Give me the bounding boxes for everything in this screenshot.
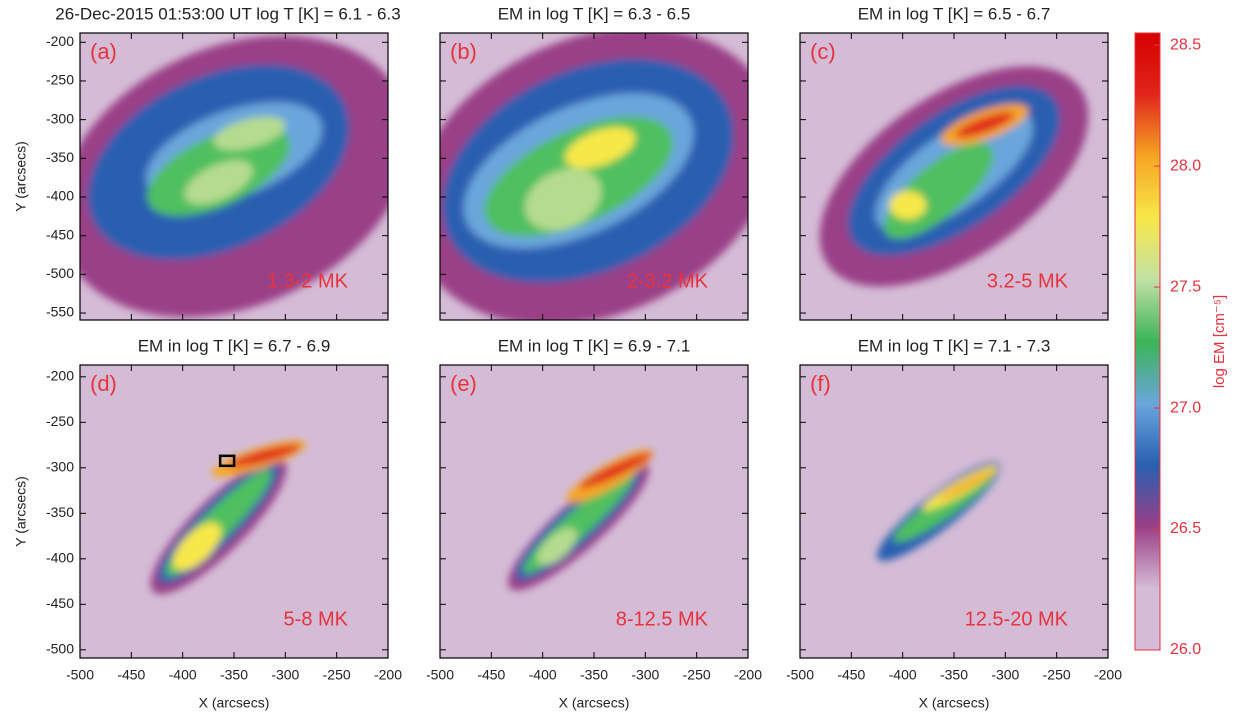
emission-region <box>579 452 652 489</box>
annotation: 12.5-20 MK <box>965 608 1069 630</box>
colorbar-tick-label: 28.5 <box>1170 36 1201 53</box>
y-tick-label: -250 <box>46 72 74 88</box>
x-tick-label: -450 <box>837 667 865 683</box>
emission-region <box>537 528 577 566</box>
y-tick-label: -400 <box>46 550 74 566</box>
emission <box>819 66 1089 287</box>
em-image <box>80 33 388 320</box>
em-map: EM in log T [K] = 6.3 - 6.5 (b) 2-3.2 MK <box>439 4 749 321</box>
panel-label: (e) <box>450 371 477 396</box>
em-image <box>800 33 1108 320</box>
y-tick-label: -350 <box>46 149 74 165</box>
y-tick-label: -450 <box>46 226 74 242</box>
emission-region <box>889 190 927 220</box>
x-tick-label: -400 <box>169 667 197 683</box>
panel-title: 26-Dec-2015 01:53:00 UT log T [K] = 6.1 … <box>55 4 400 23</box>
y-tick-label: -500 <box>46 265 74 281</box>
x-axis-label: X (arcsecs) <box>919 695 990 711</box>
emission <box>440 33 748 320</box>
emission <box>80 35 388 318</box>
x-tick-label: -500 <box>426 667 454 683</box>
annotation: 3.2-5 MK <box>987 270 1069 292</box>
x-tick-label: -250 <box>323 667 351 683</box>
emission-region <box>172 522 222 571</box>
x-tick-label: -450 <box>477 667 505 683</box>
x-tick-label: -300 <box>271 667 299 683</box>
em-map: -500 -450 -400 -350 -300 -250 -200 EM in log T … <box>786 336 1122 710</box>
emission <box>508 449 653 591</box>
colorbar-fill <box>1134 32 1161 651</box>
y-tick-label: -200 <box>46 33 74 49</box>
panel-label: (a) <box>90 39 117 64</box>
y-tick-label: -250 <box>46 413 74 429</box>
colorbar-tick-label: 26.0 <box>1170 641 1201 658</box>
emission-region <box>213 116 286 151</box>
x-tick-label: -450 <box>117 667 145 683</box>
colorbar-tick-label: 28.0 <box>1170 157 1201 174</box>
em-map: -550 -500 -450 -400 -350 -300 -250 -200 26-Dec-2… <box>13 4 401 321</box>
x-tick-label: -200 <box>374 667 402 683</box>
y-tick-label: -200 <box>46 368 74 384</box>
em-image <box>80 365 388 658</box>
y-axis-label: Y (arcsecs) <box>13 141 29 212</box>
panel-title: EM in log T [K] = 6.5 - 6.7 <box>858 4 1051 23</box>
panel-label: (b) <box>450 39 477 64</box>
em-map: EM in log T [K] = 6.5 - 6.7 (c) 3.2-5 MK <box>799 4 1109 321</box>
y-tick-label: -350 <box>46 504 74 520</box>
em-image <box>800 365 1108 658</box>
colorbar-tick-label: 27.5 <box>1170 278 1201 295</box>
x-tick-label: -200 <box>1094 667 1122 683</box>
x-tick-label: -350 <box>220 667 248 683</box>
emission <box>150 440 306 595</box>
x-tick-label: -300 <box>631 667 659 683</box>
colorbar: 26.0 26.5 27.0 27.5 28.0 28.5 log EM [cm⁻⁵] <box>1134 32 1228 658</box>
x-tick-label: -400 <box>889 667 917 683</box>
y-tick-label: -400 <box>46 188 74 204</box>
x-tick-label: -500 <box>786 667 814 683</box>
x-tick-label: -200 <box>734 667 762 683</box>
colorbar-tick-label: 26.5 <box>1170 520 1201 537</box>
emission-region <box>229 444 301 467</box>
em-map: -500 -450 -400 -350 -300 -250 -200 -500 -450 -400… <box>13 336 403 710</box>
panel-title: EM in log T [K] = 6.9 - 7.1 <box>498 336 691 355</box>
panel-label: (f) <box>810 371 831 396</box>
emission-region <box>184 160 253 205</box>
y-tick-label: -550 <box>46 304 74 320</box>
em-map: -500 -450 -400 -350 -300 -250 -200 EM in log T … <box>426 336 762 710</box>
emission-region <box>939 470 994 500</box>
x-tick-label: -400 <box>529 667 557 683</box>
y-tick-label: -300 <box>46 459 74 475</box>
x-tick-label: -250 <box>683 667 711 683</box>
colorbar-label: log EM [cm⁻⁵] <box>1211 295 1228 388</box>
em-image <box>440 33 748 320</box>
emission-region <box>955 112 1014 138</box>
y-tick-label: -450 <box>46 595 74 611</box>
x-tick-label: -500 <box>66 667 94 683</box>
panel-label: (c) <box>810 39 836 64</box>
x-tick-label: -350 <box>580 667 608 683</box>
emission <box>876 462 1001 561</box>
annotation: 1.3-2 MK <box>267 270 349 292</box>
x-tick-label: -250 <box>1043 667 1071 683</box>
x-tick-label: -350 <box>940 667 968 683</box>
x-axis-label: X (arcsecs) <box>559 695 630 711</box>
y-tick-label: -500 <box>46 641 74 657</box>
y-axis-label: Y (arcsecs) <box>13 476 29 547</box>
panel-title: EM in log T [K] = 6.3 - 6.5 <box>498 4 691 23</box>
annotation: 2-3.2 MK <box>627 270 709 292</box>
emission-region <box>524 168 602 231</box>
panel-label: (d) <box>90 371 117 396</box>
annotation: 8-12.5 MK <box>616 608 709 630</box>
x-tick-label: -300 <box>991 667 1019 683</box>
annotation: 5-8 MK <box>284 608 349 630</box>
panel-title: EM in log T [K] = 7.1 - 7.3 <box>858 336 1051 355</box>
x-axis-label: X (arcsecs) <box>199 695 270 711</box>
y-tick-label: -300 <box>46 110 74 126</box>
panel-title: EM in log T [K] = 6.7 - 6.9 <box>138 336 331 355</box>
emission-region <box>564 127 636 169</box>
colorbar-tick-label: 27.0 <box>1170 399 1201 416</box>
em-image <box>440 365 748 658</box>
region-box <box>218 454 236 468</box>
